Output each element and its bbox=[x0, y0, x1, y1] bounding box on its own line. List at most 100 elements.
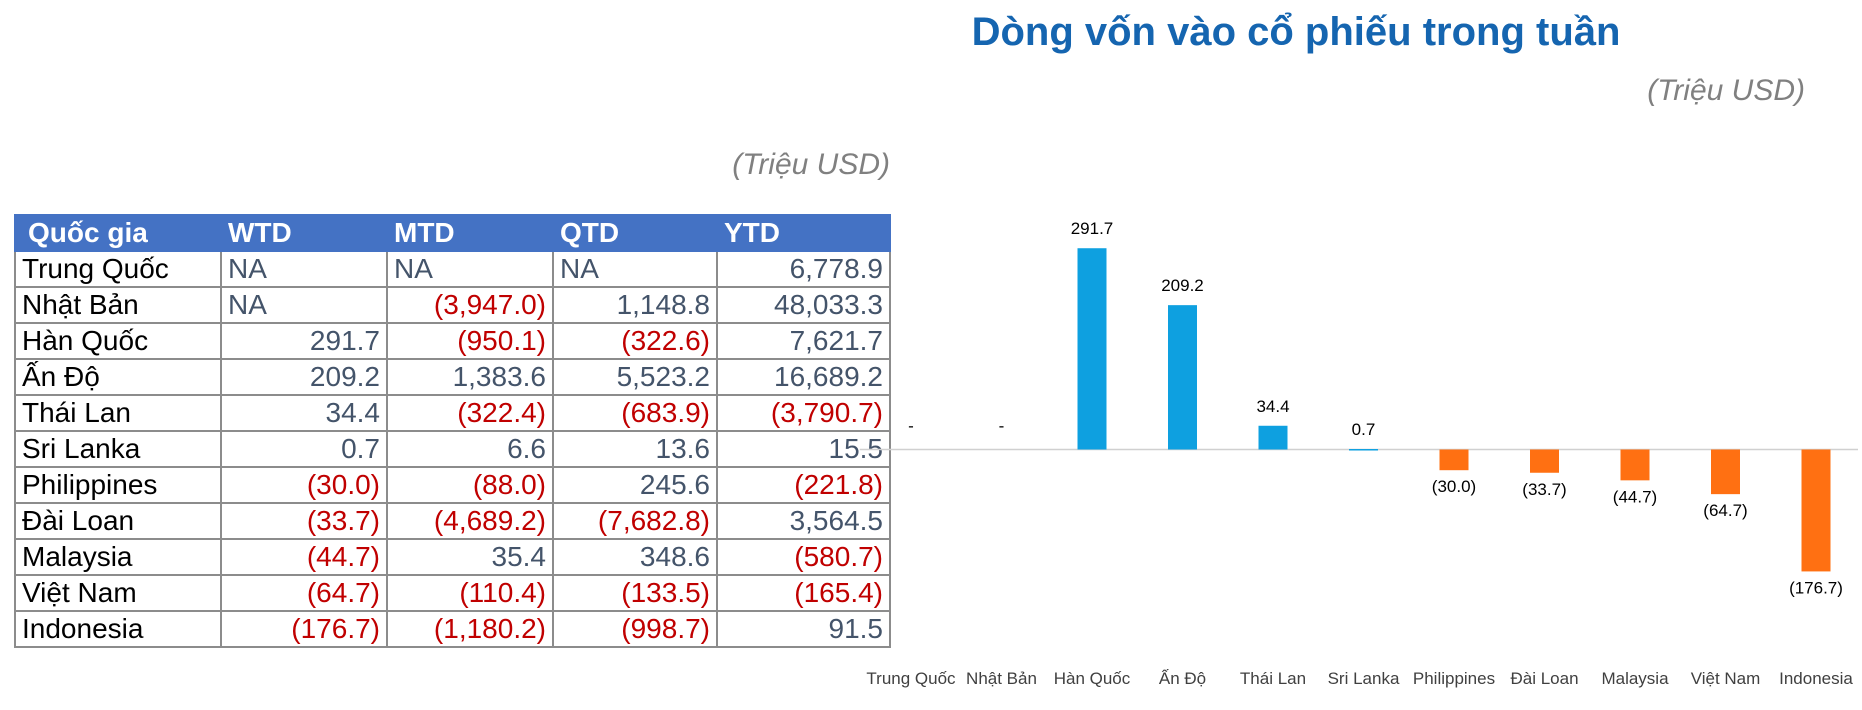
chart-subtitle: (Triệu USD) bbox=[1647, 74, 1805, 107]
table-header: Quốc gia WTD MTD QTD YTD bbox=[14, 214, 891, 252]
table-cell: 209.2 bbox=[220, 358, 388, 396]
table-cell: (950.1) bbox=[386, 322, 554, 360]
bar bbox=[1168, 305, 1197, 450]
table-cell: 6.6 bbox=[386, 430, 554, 468]
data-table: Quốc gia WTD MTD QTD YTD Trung Quốc NA NA NA 6,7… bbox=[14, 214, 891, 648]
header-cell: Quốc gia bbox=[14, 214, 222, 252]
bar bbox=[1439, 449, 1469, 471]
table-cell: 91.5 bbox=[716, 610, 891, 648]
table-cell: 34.4 bbox=[220, 394, 388, 432]
x-tick-label: Trung Quốc bbox=[866, 669, 956, 688]
value-label: 34.4 bbox=[1256, 397, 1289, 416]
value-label: (30.0) bbox=[1432, 477, 1476, 496]
table-row: Đài Loan (33.7) (4,689.2) (7,682.8) 3,564.5 bbox=[14, 502, 891, 540]
table-row: Hàn Quốc 291.7 (950.1) (322.6) 7,621.7 bbox=[14, 322, 891, 360]
table-cell: (30.0) bbox=[220, 466, 388, 504]
table-cell: (3,790.7) bbox=[716, 394, 891, 432]
value-label: - bbox=[908, 417, 914, 436]
bar bbox=[1620, 449, 1650, 481]
table-cell: Trung Quốc bbox=[14, 250, 222, 288]
bar bbox=[1530, 449, 1559, 473]
bar bbox=[1801, 449, 1831, 572]
table-cell: (580.7) bbox=[716, 538, 891, 576]
x-tick-label: Việt Nam bbox=[1690, 669, 1761, 688]
table-cell: 7,621.7 bbox=[716, 322, 891, 360]
table-cell: Hàn Quốc bbox=[14, 322, 222, 360]
table-cell: 3,564.5 bbox=[716, 502, 891, 540]
header-cell: QTD bbox=[552, 214, 718, 252]
table-row: Việt Nam (64.7) (110.4) (133.5) (165.4) bbox=[14, 574, 891, 612]
value-label: (33.7) bbox=[1522, 480, 1566, 499]
bar bbox=[1349, 449, 1378, 451]
table-row: Philippines (30.0) (88.0) 245.6 (221.8) bbox=[14, 466, 891, 504]
table-row: Trung Quốc NA NA NA 6,778.9 bbox=[14, 250, 891, 288]
table-cell: 291.7 bbox=[220, 322, 388, 360]
table-cell: (683.9) bbox=[552, 394, 718, 432]
table-cell: 0.7 bbox=[220, 430, 388, 468]
table-cell: 1,148.8 bbox=[552, 286, 718, 324]
table-cell: (998.7) bbox=[552, 610, 718, 648]
table-cell: Sri Lanka bbox=[14, 430, 222, 468]
bar bbox=[1077, 248, 1107, 450]
table-cell: (3,947.0) bbox=[386, 286, 554, 324]
header-cell: YTD bbox=[716, 214, 891, 252]
table-cell: (64.7) bbox=[220, 574, 388, 612]
bar bbox=[1258, 425, 1288, 450]
table-cell: Ấn Độ bbox=[14, 358, 222, 396]
header-cell: MTD bbox=[386, 214, 554, 252]
table-cell: Malaysia bbox=[14, 538, 222, 576]
table-cell: 5,523.2 bbox=[552, 358, 718, 396]
table-cell: (322.4) bbox=[386, 394, 554, 432]
bar bbox=[1711, 449, 1740, 495]
header-cell: WTD bbox=[220, 214, 388, 252]
table-cell: (44.7) bbox=[220, 538, 388, 576]
value-label: - bbox=[999, 417, 1005, 436]
table-cell: NA bbox=[386, 250, 554, 288]
table-cell: NA bbox=[220, 286, 388, 324]
value-label: 0.7 bbox=[1352, 420, 1376, 439]
table-row: Indonesia (176.7) (1,180.2) (998.7) 91.5 bbox=[14, 610, 891, 648]
table-row: Thái Lan 34.4 (322.4) (683.9) (3,790.7) bbox=[14, 394, 891, 432]
x-tick-label: Thái Lan bbox=[1239, 669, 1307, 688]
table-body: Trung Quốc NA NA NA 6,778.9 Nhật Bản NA (3,947.… bbox=[14, 250, 891, 648]
table-cell: (322.6) bbox=[552, 322, 718, 360]
table-row: Sri Lanka 0.7 6.6 13.6 15.5 bbox=[14, 430, 891, 468]
table-cell: 348.6 bbox=[552, 538, 718, 576]
table-cell: (165.4) bbox=[716, 574, 891, 612]
table-cell: 1,383.6 bbox=[386, 358, 554, 396]
value-label: (44.7) bbox=[1613, 487, 1657, 506]
table-cell: (7,682.8) bbox=[552, 502, 718, 540]
table-cell: (33.7) bbox=[220, 502, 388, 540]
table-cell: (176.7) bbox=[220, 610, 388, 648]
table-cell: Indonesia bbox=[14, 610, 222, 648]
table-row: Nhật Bản NA (3,947.0) 1,148.8 48,033.3 bbox=[14, 286, 891, 324]
table-cell: Thái Lan bbox=[14, 394, 222, 432]
value-label: 291.7 bbox=[1071, 219, 1114, 238]
table-cell: (221.8) bbox=[716, 466, 891, 504]
value-label: (176.7) bbox=[1789, 578, 1843, 597]
table-cell: 48,033.3 bbox=[716, 286, 891, 324]
x-tick-label: Indonesia bbox=[1779, 669, 1853, 688]
x-tick-label: Sri Lanka bbox=[1327, 669, 1400, 688]
table-cell: NA bbox=[220, 250, 388, 288]
table-cell: 35.4 bbox=[386, 538, 554, 576]
table-cell: (133.5) bbox=[552, 574, 718, 612]
table-cell: 13.6 bbox=[552, 430, 718, 468]
table-unit: (Triệu USD) bbox=[732, 148, 890, 181]
table-cell: Philippines bbox=[14, 466, 222, 504]
value-label: (64.7) bbox=[1703, 501, 1747, 520]
x-tick-label: Philippines bbox=[1412, 669, 1496, 688]
table-cell: Đài Loan bbox=[14, 502, 222, 540]
table-cell: 6,778.9 bbox=[716, 250, 891, 288]
table-cell: (110.4) bbox=[386, 574, 554, 612]
table-row: Ấn Độ 209.2 1,383.6 5,523.2 16,689.2 bbox=[14, 358, 891, 396]
table-cell: Việt Nam bbox=[14, 574, 222, 612]
table-cell: 245.6 bbox=[552, 466, 718, 504]
x-tick-label: Hàn Quốc bbox=[1053, 669, 1131, 688]
x-tick-label: Ấn Độ bbox=[1158, 669, 1207, 688]
value-label: 209.2 bbox=[1161, 276, 1204, 295]
table-cell: (1,180.2) bbox=[386, 610, 554, 648]
table-row: Malaysia (44.7) 35.4 348.6 (580.7) bbox=[14, 538, 891, 576]
